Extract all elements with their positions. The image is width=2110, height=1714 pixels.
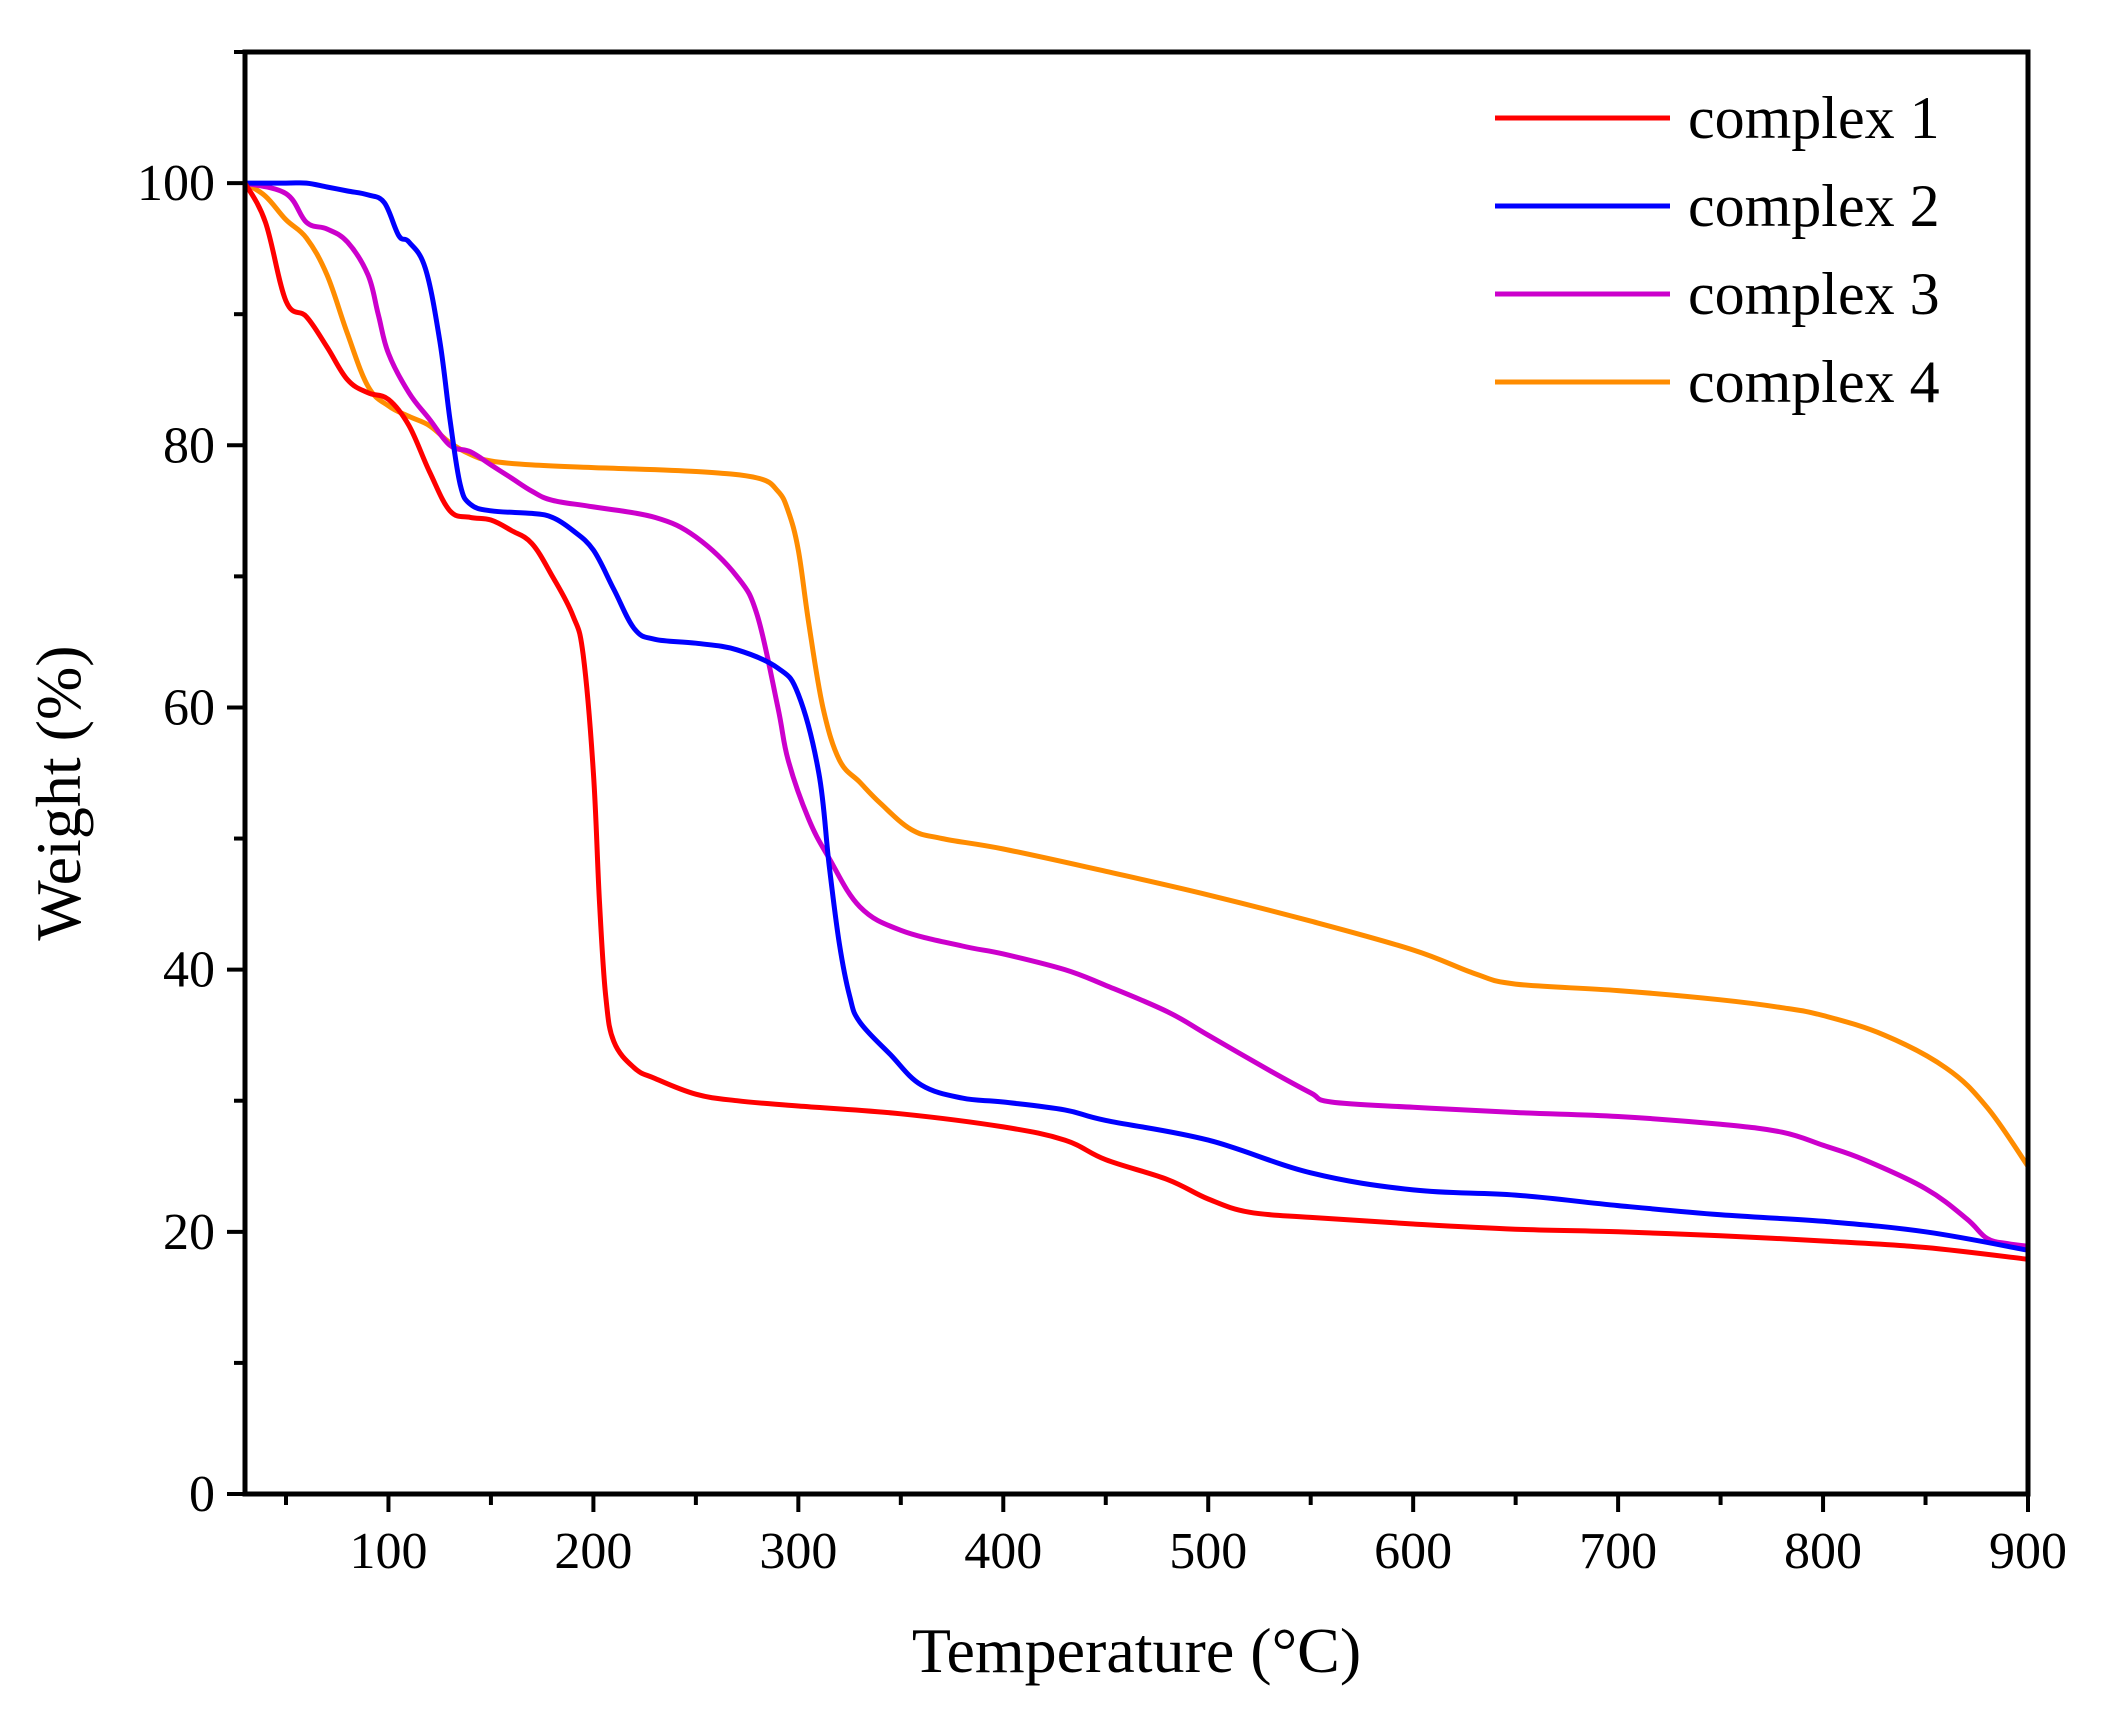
x-axis: 100 200 300 400 500 600 700 800 900 xyxy=(283,1494,2067,1580)
x-tick-label: 300 xyxy=(759,1523,837,1580)
series-line-complex-1 xyxy=(242,180,2031,1262)
x-tick-label: 800 xyxy=(1784,1523,1862,1580)
y-tick-label: 100 xyxy=(137,155,215,212)
y-tick-label: 20 xyxy=(163,1204,215,1261)
x-tick-label: 100 xyxy=(349,1523,427,1580)
x-axis-title: Temperature (°C) xyxy=(912,1615,1361,1686)
y-tick-label: 0 xyxy=(189,1466,215,1523)
series-layer xyxy=(242,180,2031,1262)
x-tick-label: 700 xyxy=(1579,1523,1657,1580)
series-line-complex-4 xyxy=(242,180,2031,1169)
legend-label: complex 1 xyxy=(1688,85,1940,151)
x-tick-label: 500 xyxy=(1169,1523,1247,1580)
y-tick-label: 60 xyxy=(163,679,215,736)
y-axis: 0 20 40 60 80 100 xyxy=(137,50,245,1523)
x-tick-label: 900 xyxy=(1989,1523,2067,1580)
legend-label: complex 4 xyxy=(1688,349,1940,415)
legend: complex 1 complex 2 complex 3 complex 4 xyxy=(1495,85,1940,415)
x-tick-label: 200 xyxy=(554,1523,632,1580)
plot-frame xyxy=(242,49,2031,1497)
series-line-complex-2 xyxy=(242,180,2031,1253)
y-tick-label: 80 xyxy=(163,417,215,474)
legend-label: complex 2 xyxy=(1688,173,1940,239)
x-tick-label: 400 xyxy=(964,1523,1042,1580)
y-axis-title: Weight (%) xyxy=(23,645,94,940)
legend-label: complex 3 xyxy=(1688,261,1940,327)
x-tick-label: 600 xyxy=(1374,1523,1452,1580)
y-tick-label: 40 xyxy=(163,942,215,999)
